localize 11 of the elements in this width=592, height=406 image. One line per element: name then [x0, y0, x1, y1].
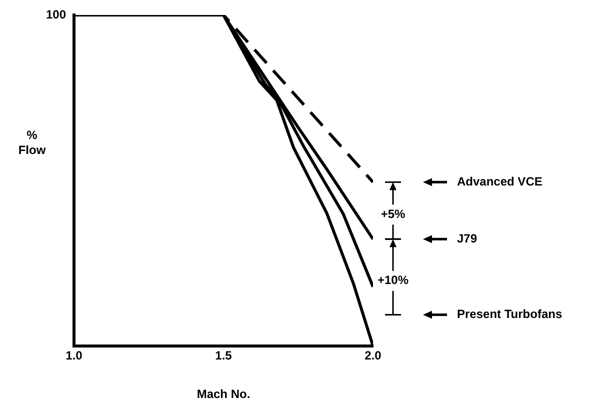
x-axis-title: Mach No.	[196, 387, 250, 402]
text: Present Turbofans	[457, 307, 562, 322]
text: 100	[46, 7, 66, 22]
y-axis-title: % Flow	[18, 128, 46, 157]
text: +10%	[377, 273, 409, 288]
x-tick-label: 1.0	[66, 348, 83, 363]
text: +5%	[380, 206, 406, 221]
x-tick-label: 2.0	[364, 348, 382, 363]
text: Advanced VCE	[457, 174, 542, 188]
text: J79	[457, 231, 478, 246]
x-tick-label: 1.5	[215, 348, 232, 363]
